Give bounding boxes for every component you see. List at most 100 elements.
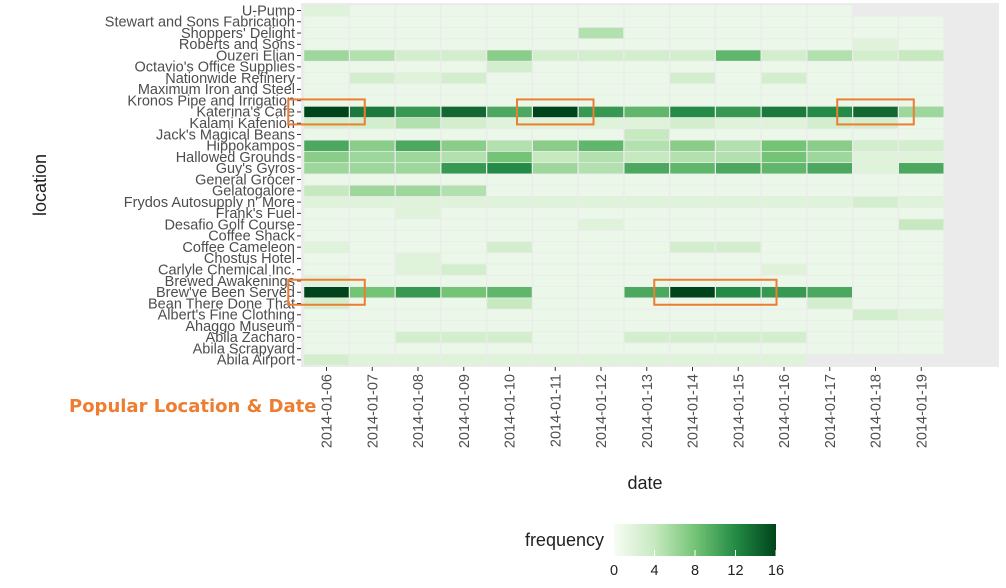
heatmap-cell bbox=[487, 72, 532, 84]
heatmap-cell bbox=[350, 320, 395, 332]
heatmap-cell bbox=[533, 185, 578, 197]
heatmap-cell bbox=[441, 185, 486, 197]
heatmap-cell bbox=[487, 106, 532, 118]
heatmap-cell bbox=[578, 241, 624, 253]
x-tick-label: 2014-01-07 bbox=[365, 374, 381, 448]
heatmap-cell bbox=[624, 16, 669, 28]
heatmap-cell bbox=[807, 117, 852, 129]
heatmap-cell bbox=[441, 208, 486, 219]
heatmap-cell bbox=[853, 196, 898, 208]
heatmap-cell bbox=[899, 320, 944, 332]
heatmap-cell bbox=[716, 264, 761, 275]
heatmap-cell bbox=[716, 140, 761, 151]
heatmap-cell bbox=[395, 230, 441, 242]
heatmap-cell bbox=[578, 219, 624, 230]
y-tick-label: Frank's Fuel bbox=[216, 206, 295, 222]
heatmap-cell bbox=[624, 230, 669, 242]
heatmap-cell bbox=[761, 264, 807, 275]
heatmap-cell bbox=[899, 140, 944, 151]
heatmap-cell bbox=[624, 241, 669, 253]
heatmap-cell bbox=[716, 50, 761, 61]
heatmap-cell bbox=[716, 332, 761, 343]
heatmap-cell bbox=[807, 309, 852, 321]
heatmap-cell bbox=[807, 140, 852, 151]
heatmap-cell bbox=[487, 343, 532, 354]
heatmap-cell bbox=[624, 196, 669, 208]
heatmap-cell bbox=[395, 50, 441, 61]
heatmap-cell bbox=[853, 264, 898, 275]
heatmap-cell bbox=[533, 5, 578, 16]
heatmap-cell bbox=[487, 230, 532, 242]
heatmap-cell bbox=[395, 61, 441, 73]
heatmap-cell bbox=[624, 72, 669, 84]
heatmap-cell bbox=[487, 219, 532, 230]
heatmap-cell bbox=[441, 264, 486, 275]
heatmap-cell bbox=[807, 275, 852, 287]
heatmap-cell bbox=[441, 95, 486, 106]
heatmap-cell bbox=[487, 151, 532, 163]
heatmap-cell bbox=[716, 275, 761, 287]
heatmap-cell bbox=[624, 219, 669, 230]
heatmap-cell bbox=[761, 174, 807, 185]
heatmap-cell bbox=[624, 151, 669, 163]
heatmap-cell bbox=[761, 332, 807, 343]
heatmap-cell bbox=[304, 106, 349, 118]
heatmap-cell bbox=[807, 298, 852, 309]
heatmap-cell bbox=[350, 185, 395, 197]
heatmap-cell bbox=[807, 287, 852, 298]
heatmap-cell bbox=[578, 332, 624, 343]
heatmap-cell bbox=[395, 174, 441, 185]
heatmap-cell bbox=[350, 230, 395, 242]
heatmap-cell bbox=[350, 208, 395, 219]
heatmap-cell bbox=[670, 174, 715, 185]
heatmap-cell bbox=[761, 16, 807, 28]
heatmap-cell bbox=[533, 219, 578, 230]
heatmap-cell bbox=[441, 39, 486, 50]
heatmap-cell bbox=[761, 287, 807, 298]
heatmap-cell bbox=[533, 39, 578, 50]
heatmap-cell bbox=[899, 298, 944, 309]
heatmap-cell bbox=[761, 309, 807, 321]
heatmap-cell bbox=[716, 354, 761, 366]
heatmap-cell bbox=[899, 84, 944, 95]
heatmap-cell bbox=[441, 16, 486, 28]
heatmap-cell bbox=[441, 287, 486, 298]
heatmap-cell bbox=[578, 320, 624, 332]
heatmap-cell bbox=[578, 185, 624, 197]
heatmap-cell bbox=[853, 72, 898, 84]
heatmap-cell bbox=[807, 163, 852, 174]
heatmap-cell bbox=[441, 275, 486, 287]
legend-tick-label: 12 bbox=[727, 563, 743, 579]
heatmap-cell bbox=[761, 241, 807, 253]
heatmap-cell bbox=[670, 241, 715, 253]
heatmap-cell bbox=[304, 354, 349, 366]
y-tick-label: Roberts and Sons bbox=[179, 37, 295, 53]
heatmap-cell bbox=[624, 50, 669, 61]
heatmap-cell bbox=[441, 298, 486, 309]
heatmap-cell bbox=[853, 185, 898, 197]
heatmap-cell bbox=[716, 151, 761, 163]
heatmap-cell bbox=[899, 309, 944, 321]
heatmap-cell bbox=[853, 320, 898, 332]
heatmap-cell bbox=[899, 163, 944, 174]
heatmap-cell bbox=[624, 84, 669, 95]
heatmap-cell bbox=[899, 151, 944, 163]
heatmap-cell bbox=[670, 140, 715, 151]
heatmap-cell bbox=[304, 343, 349, 354]
y-tick-label: Frydos Autosupply n' More bbox=[124, 195, 295, 211]
heatmap-cell bbox=[807, 27, 852, 39]
heatmap-cell bbox=[578, 106, 624, 118]
heatmap-cell bbox=[395, 298, 441, 309]
heatmap-cell bbox=[350, 84, 395, 95]
heatmap-cell bbox=[761, 196, 807, 208]
heatmap-cell bbox=[853, 163, 898, 174]
heatmap-cell bbox=[807, 343, 852, 354]
heatmap-cell bbox=[807, 106, 852, 118]
heatmap-cell bbox=[807, 230, 852, 242]
heatmap-cell bbox=[304, 163, 349, 174]
heatmap-cell bbox=[304, 50, 349, 61]
heatmap-cell bbox=[899, 27, 944, 39]
heatmap-cell bbox=[578, 354, 624, 366]
heatmap-cell bbox=[716, 230, 761, 242]
heatmap-cell bbox=[807, 185, 852, 197]
